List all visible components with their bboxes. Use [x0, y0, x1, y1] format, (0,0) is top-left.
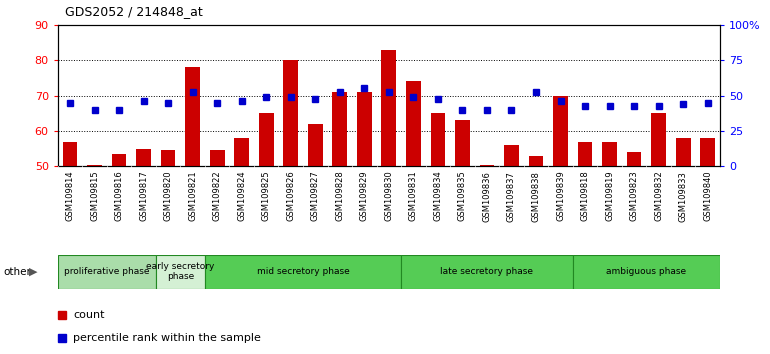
Text: GSM109828: GSM109828 — [335, 171, 344, 221]
Text: mid secretory phase: mid secretory phase — [256, 267, 350, 276]
Bar — [161, 150, 176, 166]
Text: late secretory phase: late secretory phase — [440, 267, 534, 276]
Text: GSM109824: GSM109824 — [237, 171, 246, 221]
Text: GSM109818: GSM109818 — [581, 171, 590, 221]
Text: GSM109826: GSM109826 — [286, 171, 295, 221]
Bar — [136, 149, 151, 166]
Text: GSM109836: GSM109836 — [483, 171, 491, 222]
Text: GSM109832: GSM109832 — [654, 171, 663, 221]
Bar — [333, 92, 347, 166]
Bar — [455, 120, 470, 166]
Text: GSM109834: GSM109834 — [434, 171, 443, 221]
Bar — [186, 67, 200, 166]
Text: GSM109831: GSM109831 — [409, 171, 418, 221]
Text: GSM109817: GSM109817 — [139, 171, 148, 221]
Bar — [112, 154, 126, 166]
Bar — [62, 142, 77, 166]
Text: GSM109820: GSM109820 — [163, 171, 172, 221]
Text: GSM109823: GSM109823 — [630, 171, 638, 221]
Bar — [401, 255, 573, 289]
Bar — [259, 113, 273, 166]
Text: GSM109815: GSM109815 — [90, 171, 99, 221]
Text: GSM109838: GSM109838 — [531, 171, 541, 222]
Bar — [602, 142, 617, 166]
Text: GSM109835: GSM109835 — [458, 171, 467, 221]
Text: GSM109837: GSM109837 — [507, 171, 516, 222]
Bar — [87, 165, 102, 166]
Bar — [529, 156, 544, 166]
Bar — [58, 255, 156, 289]
Bar — [406, 81, 420, 166]
Bar — [430, 113, 445, 166]
Text: GSM109825: GSM109825 — [262, 171, 271, 221]
Text: ambiguous phase: ambiguous phase — [606, 267, 686, 276]
Text: GSM109840: GSM109840 — [703, 171, 712, 221]
Bar — [357, 92, 372, 166]
Bar — [283, 60, 298, 166]
Text: count: count — [73, 310, 105, 320]
Bar — [308, 124, 323, 166]
Bar — [676, 138, 691, 166]
Bar — [381, 50, 397, 166]
Text: GSM109830: GSM109830 — [384, 171, 393, 221]
Bar — [504, 145, 519, 166]
Text: GSM109833: GSM109833 — [678, 171, 688, 222]
Text: GSM109827: GSM109827 — [311, 171, 320, 221]
Bar — [573, 255, 720, 289]
Text: GSM109816: GSM109816 — [115, 171, 123, 221]
Bar — [480, 165, 494, 166]
Bar — [553, 96, 568, 166]
Bar — [205, 255, 401, 289]
Text: GSM109829: GSM109829 — [360, 171, 369, 221]
Bar — [578, 142, 592, 166]
Text: early secretory
phase: early secretory phase — [146, 262, 215, 281]
Text: other: other — [4, 267, 32, 277]
Text: GSM109839: GSM109839 — [556, 171, 565, 221]
Text: proliferative phase: proliferative phase — [64, 267, 149, 276]
Text: GSM109821: GSM109821 — [188, 171, 197, 221]
Text: percentile rank within the sample: percentile rank within the sample — [73, 333, 261, 343]
Text: GSM109814: GSM109814 — [65, 171, 75, 221]
Bar — [209, 150, 225, 166]
Text: ▶: ▶ — [29, 267, 38, 277]
Bar — [627, 152, 641, 166]
Text: GDS2052 / 214848_at: GDS2052 / 214848_at — [65, 5, 203, 18]
Text: GSM109819: GSM109819 — [605, 171, 614, 221]
Bar — [234, 138, 249, 166]
Bar — [701, 138, 715, 166]
Bar — [156, 255, 205, 289]
Text: GSM109822: GSM109822 — [213, 171, 222, 221]
Bar — [651, 113, 666, 166]
